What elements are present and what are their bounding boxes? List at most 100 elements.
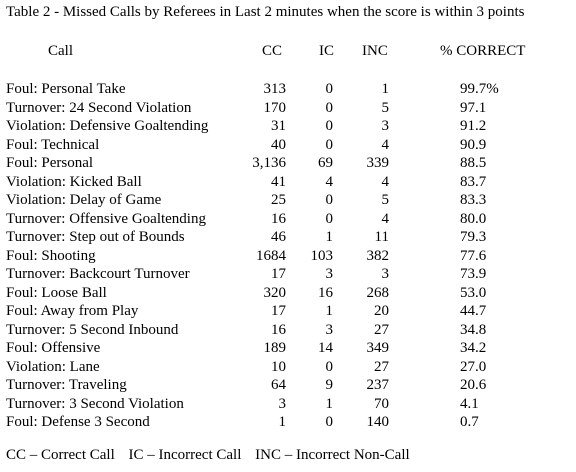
cell-inc: 140	[366, 414, 390, 430]
cell-call: Violation: Lane	[6, 358, 100, 375]
cell-ic: 1	[325, 303, 334, 319]
table-row: Foul: Technical 40 0 4 90.9	[0, 136, 576, 155]
cell-percent-correct: 83.7	[460, 173, 487, 190]
cell-cc: 313	[263, 81, 287, 97]
cell-cc: 25	[271, 192, 286, 208]
table-row: Foul: Personal Take 313 0 1 99.7%	[0, 80, 576, 99]
legend-cc: CC – Correct Call	[6, 447, 115, 463]
cell-call: Foul: Technical	[6, 136, 100, 153]
cell-cc: 320	[263, 284, 287, 301]
cell-percent-correct: 99.7%	[460, 81, 499, 97]
cell-call: Violation: Delay of Game	[6, 192, 162, 208]
cell-inc: 5	[381, 99, 390, 116]
cell-ic: 1	[325, 229, 334, 245]
table-row: Foul: Away from Play 17 1 20 44.7	[0, 302, 576, 321]
table-row: Foul: Offensive 189 14 349 34.2	[0, 339, 576, 358]
cell-percent-correct: 20.6	[460, 377, 487, 393]
cell-cc: 3,136	[252, 155, 286, 171]
cell-call: Turnover: Offensive Goaltending	[6, 210, 206, 227]
cell-percent-correct: 90.9	[460, 136, 487, 153]
cell-percent-correct: 80.0	[460, 210, 487, 227]
cell-cc: 10	[271, 358, 286, 375]
cell-cc: 16	[271, 210, 286, 227]
cell-inc: 349	[366, 340, 390, 356]
cell-ic: 14	[318, 340, 333, 356]
cell-call: Turnover: 3 Second Violation	[6, 395, 184, 412]
table-row: Turnover: Step out of Bounds 46 1 11 79.3	[0, 228, 576, 247]
cell-percent-correct: 27.0	[460, 358, 487, 375]
table-row: Foul: Defense 3 Second 1 0 140 0.7	[0, 413, 576, 432]
cell-cc: 16	[271, 321, 286, 338]
cell-ic: 3	[325, 266, 334, 282]
legend: CC – Correct Call IC – Incorrect Call IN…	[6, 447, 420, 464]
cell-inc: 5	[381, 192, 390, 208]
cell-call: Foul: Personal	[6, 155, 94, 171]
cell-inc: 3	[381, 118, 390, 134]
cell-cc: 170	[263, 99, 287, 116]
header-inc: INC	[362, 43, 388, 59]
cell-inc: 3	[381, 266, 390, 282]
cell-cc: 64	[271, 377, 286, 393]
cell-ic: 0	[325, 414, 334, 430]
cell-percent-correct: 79.3	[460, 229, 487, 245]
cell-ic: 9	[325, 377, 334, 393]
table-row: Turnover: Backcourt Turnover 17 3 3 73.9	[0, 265, 576, 284]
cell-percent-correct: 97.1	[460, 99, 487, 116]
cell-cc: 40	[271, 136, 286, 153]
table-row: Turnover: 5 Second Inbound 16 3 27 34.8	[0, 321, 576, 340]
cell-call: Violation: Defensive Goaltending	[6, 118, 209, 134]
cell-inc: 27	[374, 321, 389, 338]
cell-percent-correct: 77.6	[460, 247, 487, 264]
cell-ic: 0	[325, 210, 334, 227]
cell-cc: 31	[271, 118, 286, 134]
cell-ic: 3	[325, 321, 334, 338]
table-row: Turnover: 3 Second Violation 3 1 70 4.1	[0, 395, 576, 414]
cell-percent-correct: 88.5	[460, 155, 487, 171]
cell-cc: 41	[271, 173, 286, 190]
cell-ic: 4	[325, 173, 334, 190]
cell-cc: 1684	[256, 247, 286, 264]
cell-percent-correct: 73.9	[460, 266, 487, 282]
cell-cc: 3	[278, 395, 287, 412]
cell-inc: 70	[374, 395, 389, 412]
cell-inc: 268	[366, 284, 390, 301]
cell-inc: 1	[381, 81, 390, 97]
cell-call: Turnover: 5 Second Inbound	[6, 321, 179, 338]
table-title: Table 2 - Missed Calls by Referees in La…	[6, 4, 525, 20]
cell-cc: 17	[271, 303, 286, 319]
table-row: Foul: Personal 3,136 69 339 88.5	[0, 154, 576, 173]
header-percent-correct: % CORRECT	[440, 43, 526, 59]
cell-percent-correct: 34.8	[460, 321, 487, 338]
cell-inc: 20	[374, 303, 389, 319]
cell-ic: 0	[325, 358, 334, 375]
header-ic: IC	[319, 43, 334, 59]
header-cc: CC	[262, 43, 283, 59]
cell-cc: 46	[271, 229, 286, 245]
cell-ic: 0	[325, 118, 334, 134]
cell-percent-correct: 91.2	[460, 118, 487, 134]
cell-inc: 27	[374, 358, 389, 375]
cell-call: Turnover: 24 Second Violation	[6, 99, 192, 116]
cell-call: Foul: Defense 3 Second	[6, 414, 150, 430]
cell-call: Foul: Shooting	[6, 247, 96, 264]
table-row: Violation: Lane 10 0 27 27.0	[0, 358, 576, 377]
cell-ic: 103	[310, 247, 334, 264]
table-row: Turnover: 24 Second Violation 170 0 5 97.1	[0, 99, 576, 118]
table-row: Violation: Kicked Ball 41 4 4 83.7	[0, 173, 576, 192]
cell-inc: 237	[366, 377, 390, 393]
cell-call: Foul: Loose Ball	[6, 284, 107, 301]
cell-percent-correct: 44.7	[460, 303, 487, 319]
header-call: Call	[48, 43, 73, 59]
table-row: Foul: Loose Ball 320 16 268 53.0	[0, 284, 576, 303]
cell-inc: 382	[366, 247, 390, 264]
cell-call: Foul: Away from Play	[6, 303, 139, 319]
cell-cc: 17	[271, 266, 286, 282]
table-row: Turnover: Offensive Goaltending 16 0 4 80.0	[0, 210, 576, 229]
cell-ic: 0	[325, 192, 334, 208]
cell-ic: 0	[325, 99, 334, 116]
cell-inc: 339	[366, 155, 390, 171]
table-row: Foul: Shooting 1684 103 382 77.6	[0, 247, 576, 266]
cell-inc: 4	[381, 210, 390, 227]
cell-call: Violation: Kicked Ball	[6, 173, 142, 190]
cell-inc: 4	[381, 136, 390, 153]
